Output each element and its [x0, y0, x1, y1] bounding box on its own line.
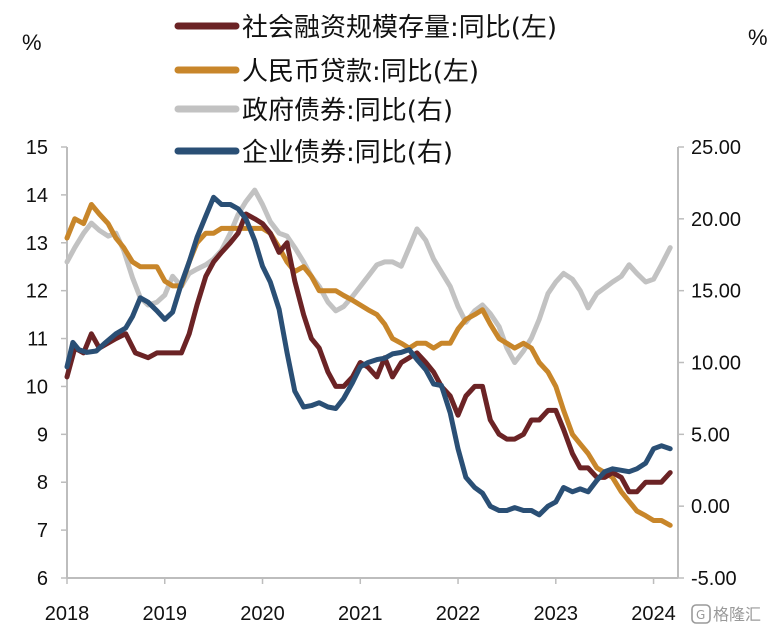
right-tick-label: 0.00 [691, 496, 730, 518]
left-tick-label: 12 [26, 281, 48, 303]
left-tick-label: 8 [37, 472, 48, 494]
left-tick-label: 13 [26, 233, 48, 255]
legend: 社会融资规模存量:同比(左) 人民币贷款:同比(左) 政府债券:同比(右) 企业债券:… [174, 13, 557, 168]
right-tick-label: 15.00 [691, 281, 741, 303]
svg-text:G: G [696, 608, 705, 622]
x-tick-label: 2018 [45, 603, 90, 625]
gelonghui-logo-icon: G [691, 604, 711, 624]
left-tick-label: 15 [26, 137, 48, 159]
right-unit-label: % [748, 25, 768, 50]
left-tick-label: 10 [26, 376, 48, 398]
right-tick-label: 5.00 [691, 424, 730, 446]
legend-label-1: 社会融资规模存量:同比(左) [242, 13, 557, 43]
right-tick-label: 20.00 [691, 209, 741, 231]
watermark: G 格隆汇 [691, 604, 761, 624]
x-tick-label: 2023 [534, 603, 579, 625]
left-tick-label: 14 [26, 185, 48, 207]
series-line-2 [64, 202, 673, 528]
series-line-4 [64, 194, 673, 518]
left-tick-label: 7 [37, 520, 48, 542]
right-tick-label: 10.00 [691, 353, 741, 375]
series-line-1 [64, 211, 673, 495]
x-tick-label: 2021 [338, 603, 383, 625]
left-tick-label: 9 [37, 424, 48, 446]
tick-labels: 6 7 8 9 10 11 12 13 14 15 -5.00 0.00 5.00 10.00 15.00 2… [26, 137, 741, 625]
right-tick-label: 25.00 [691, 137, 741, 159]
legend-label-3: 政府债券:同比(右) [242, 96, 453, 126]
x-tick-label: 2019 [143, 603, 188, 625]
left-tick-label: 6 [37, 568, 48, 590]
legend-label-2: 人民币贷款:同比(左) [242, 57, 479, 87]
watermark-text: 格隆汇 [713, 605, 761, 624]
x-tick-label: 2020 [240, 603, 285, 625]
left-tick-label: 11 [27, 329, 48, 351]
series-line-3 [64, 187, 673, 365]
left-unit-label: % [22, 30, 42, 55]
legend-label-4: 企业债券:同比(右) [242, 138, 453, 168]
x-tick-label: 2022 [436, 603, 481, 625]
right-tick-label: -5.00 [691, 568, 737, 590]
axes [61, 146, 684, 584]
x-tick-label: 2024 [631, 603, 676, 625]
series-lines [64, 187, 673, 528]
